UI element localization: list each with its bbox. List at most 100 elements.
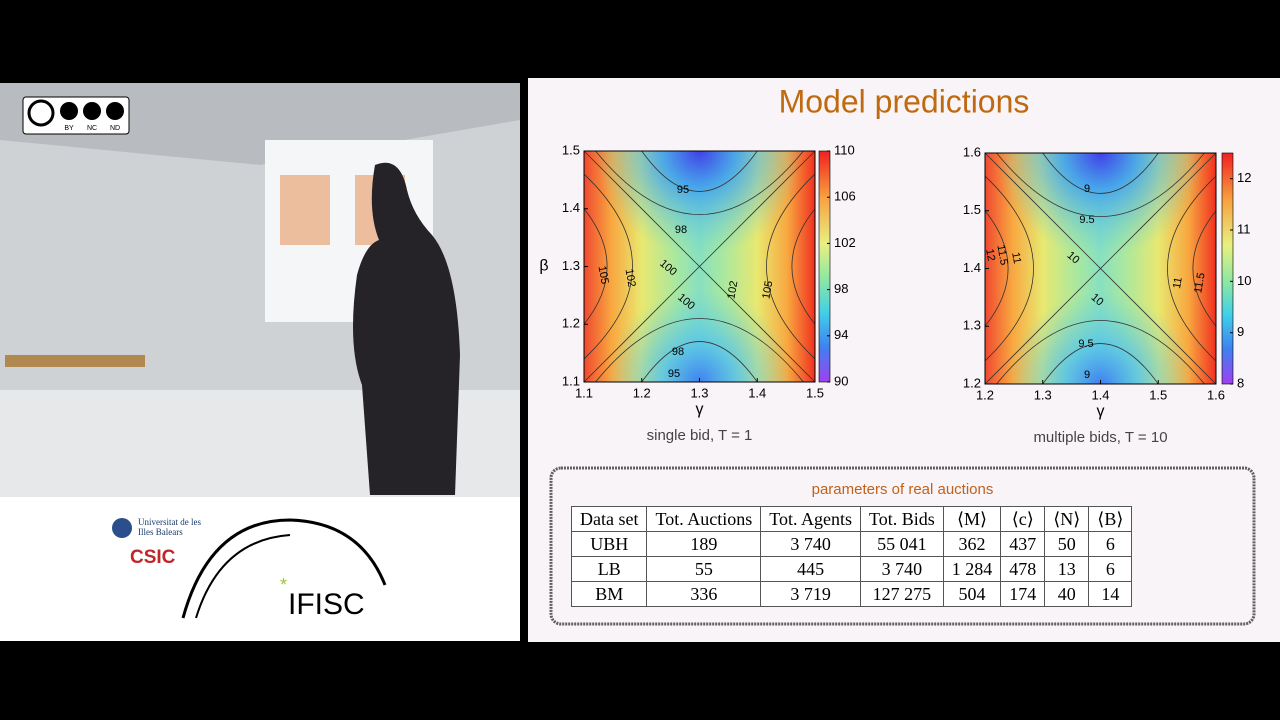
colorbar-tick-label: 11	[1237, 221, 1251, 236]
table-cell: 445	[760, 556, 861, 582]
contour-label: 95	[668, 368, 680, 380]
contour-label: 11	[1171, 276, 1185, 289]
contour-line	[595, 150, 804, 215]
cc-icon	[106, 102, 124, 120]
table-cell: 437	[1000, 531, 1046, 557]
table-furniture	[5, 355, 145, 367]
x-tick-label: 1.2	[976, 387, 994, 402]
logo-panel	[0, 497, 520, 641]
table-cell: BM	[570, 581, 648, 607]
chart-caption: single bid, T = 1	[647, 427, 753, 444]
colorbar-tick-label: 90	[834, 373, 848, 388]
contour-line	[1167, 175, 1217, 362]
table: Data set Tot. Auctions Tot. Agents Tot. Bid…	[570, 506, 1133, 607]
badge-label: BY	[64, 125, 74, 132]
colorbar-tick-label: 106	[834, 189, 856, 204]
x-tick-label: 1.6	[1207, 387, 1225, 402]
contour-line	[996, 320, 1205, 385]
x-tick-label: 1.3	[690, 385, 708, 400]
colorbar-tick-label: 94	[834, 327, 848, 342]
header-cell: ⟨N⟩	[1044, 506, 1090, 532]
table-cell: 13	[1044, 556, 1090, 582]
table-row: UBH 189 3 740 55 041 362 437 50 6	[570, 531, 1133, 557]
contour-label: 9.5	[1079, 214, 1094, 226]
table-cell: LB	[570, 556, 648, 582]
ceiling	[0, 83, 520, 165]
colorbar-tick-label: 98	[834, 281, 848, 296]
colorbar-tick-label: 110	[834, 142, 855, 157]
table-cell: 174	[1000, 581, 1046, 607]
cc-icon	[27, 99, 55, 127]
ifisc-arc	[181, 518, 387, 619]
contour-line	[996, 152, 1205, 217]
contour-label: 9	[1084, 369, 1090, 381]
x-tick-label: 1.4	[748, 385, 766, 400]
table-cell: 55 041	[859, 531, 944, 557]
contour-label: 11.5	[1192, 272, 1207, 294]
y-tick-label: 1.2	[963, 375, 981, 390]
header-cell: ⟨M⟩	[942, 506, 1002, 532]
contour-line	[583, 208, 608, 325]
contour-label: 105	[760, 280, 775, 300]
table-cell: 504	[942, 581, 1002, 607]
x-axis-label: γ	[1097, 403, 1105, 420]
table-cell: 6	[1088, 531, 1133, 557]
contour-label: 102	[725, 280, 740, 300]
contour-label: 102	[623, 268, 638, 288]
table-cell: 336	[646, 581, 762, 607]
table-row: BM 336 3 719 127 275 504 174 40 14	[570, 581, 1133, 607]
table-cell: 127 275	[859, 581, 944, 607]
y-tick-label: 1.4	[562, 200, 580, 215]
table-cell: 478	[1000, 556, 1046, 582]
x-tick-label: 1.1	[575, 385, 593, 400]
table-cell: UBH	[570, 531, 648, 557]
contour-line	[766, 173, 816, 360]
badge-label: NC	[87, 125, 97, 132]
contour-line	[641, 150, 758, 192]
contour-label: 98	[675, 224, 687, 236]
contour-line	[583, 173, 633, 360]
cc-icon	[60, 102, 78, 120]
table-cell: 189	[646, 531, 762, 557]
y-tick-label: 1.5	[963, 202, 981, 217]
y-tick-label: 1.2	[562, 316, 580, 331]
table-cell: 40	[1044, 581, 1090, 607]
colorbar-tick-label: 9	[1237, 324, 1244, 339]
contour-line	[984, 175, 1034, 362]
table-cell: 1 284	[942, 556, 1002, 582]
contour-label: 98	[672, 346, 684, 358]
y-tick-label: 1.1	[562, 373, 580, 388]
y-tick-label: 1.3	[963, 318, 981, 333]
table-cell: 6	[1088, 556, 1133, 582]
x-tick-label: 1.3	[1034, 387, 1052, 402]
table-cell: 55	[646, 556, 762, 582]
x-tick-label: 1.4	[1091, 387, 1109, 402]
presenter	[353, 162, 460, 495]
contour-label: 9	[1084, 183, 1090, 195]
colorbar-tick-label: 102	[834, 235, 856, 250]
y-tick-label: 1.6	[963, 144, 981, 159]
header-cell: Tot. Auctions	[646, 506, 762, 532]
colorbar-tick-label: 10	[1237, 273, 1251, 288]
contour-label: 105	[596, 265, 611, 285]
ifisc-label: IFISC	[288, 588, 365, 621]
contour-label: 9.5	[1078, 338, 1093, 350]
contour-line	[984, 210, 1009, 327]
table-row: LB 55 445 3 740 1 284 478 13 6	[570, 556, 1133, 582]
header-cell: Tot. Bids	[859, 506, 944, 532]
ifisc-arc	[195, 534, 291, 619]
y-axis-label: β	[539, 258, 548, 275]
table-cell: 362	[942, 531, 1002, 557]
contour-line	[1042, 152, 1159, 194]
badge-label: ND	[110, 125, 120, 132]
uib-logo	[112, 518, 132, 538]
table-cell: 14	[1088, 581, 1133, 607]
table-frame	[549, 466, 1256, 626]
contour-line	[984, 152, 1217, 385]
header-cell: Data set	[570, 506, 648, 532]
header-cell: Tot. Agents	[760, 506, 861, 532]
header-cell: ⟨B⟩	[1088, 506, 1133, 532]
x-axis-label: γ	[696, 401, 704, 418]
y-tick-label: 1.5	[562, 142, 580, 157]
